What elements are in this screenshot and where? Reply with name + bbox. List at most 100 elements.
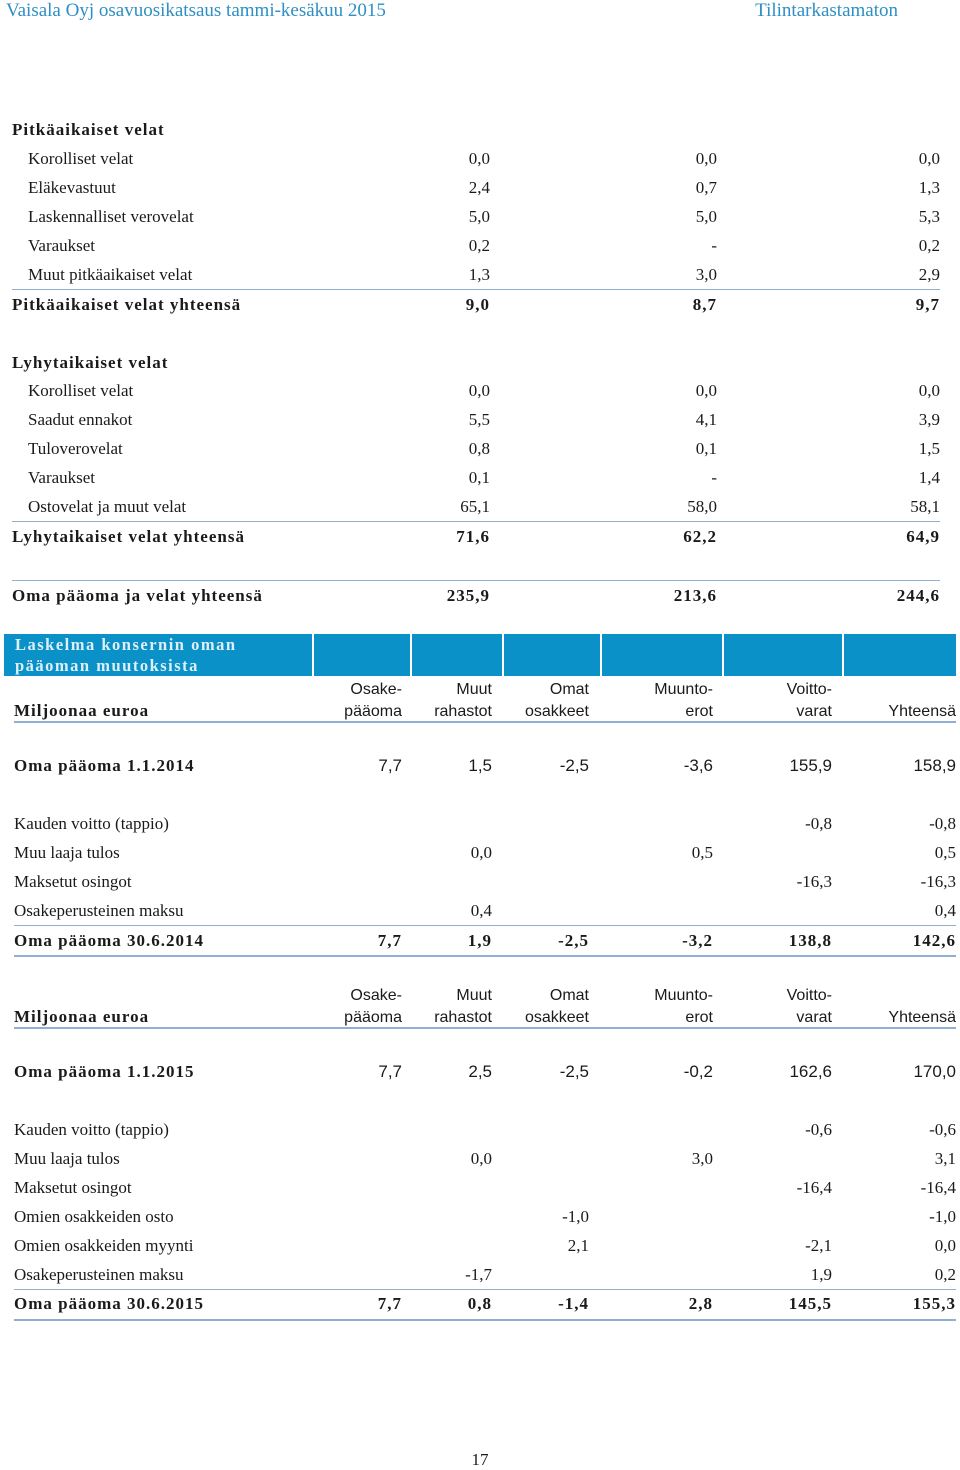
column-divider <box>842 634 844 676</box>
value-cell: 2,8 <box>589 1289 713 1321</box>
table-row: Osakeperusteinen maksu -1,7 1,9 0,2 <box>14 1260 956 1291</box>
column-divider <box>722 634 724 676</box>
column-header: Voitto- <box>786 681 832 698</box>
row-label: Omien osakkeiden myynti <box>14 1235 194 1255</box>
value-cell: -0,8 <box>805 814 832 834</box>
total-value: 64,9 <box>717 521 940 552</box>
value-cell <box>492 896 589 927</box>
table-row: Varaukset 0,1 - 1,4 <box>12 464 940 493</box>
equity-table-2014: Osake- Muut Omat Muunto- Voitto- Miljoon… <box>14 677 956 958</box>
row-label: Omien osakkeiden osto <box>14 1206 174 1226</box>
row-label: Maksetut osingot <box>14 871 132 891</box>
total-label: Pitkäaikaiset velat yhteensä <box>12 289 314 320</box>
value-cell: 58,0 <box>687 497 718 517</box>
table-row: Maksetut osingot -16,4 -16,4 <box>14 1173 956 1202</box>
column-header: Omat <box>549 987 589 1004</box>
row-label: Oma pääoma 30.6.2015 <box>14 1289 314 1321</box>
value-cell: 3,1 <box>934 1149 956 1168</box>
value-cell: -2,5 <box>492 925 589 958</box>
equity-title-line1: Laskelma konsernin oman <box>15 635 237 654</box>
value-cell: 0,8 <box>468 439 491 459</box>
value-cell: -2,5 <box>559 1062 589 1082</box>
row-label: Saadut ennakot <box>28 410 133 430</box>
column-header-row: Miljoonaa euroa pääoma rahastot osakkeet… <box>14 699 956 723</box>
value-cell: -16,3 <box>796 871 832 891</box>
opening-balance-row: Oma pääoma 1.1.2015 7,7 2,5 -2,5 -0,2 16… <box>14 1058 956 1087</box>
value-cell: 1,5 <box>918 439 940 459</box>
row-label: Laskennalliset verovelat <box>28 207 194 227</box>
value-cell <box>589 1202 713 1231</box>
value-cell: 0,0 <box>470 1149 492 1168</box>
value-cell: -0,2 <box>683 1062 713 1082</box>
value-cell: 7,7 <box>378 1062 402 1082</box>
value-cell <box>402 867 492 896</box>
column-header: rahastot <box>402 699 492 723</box>
column-header <box>832 677 956 699</box>
value-cell <box>492 1260 589 1291</box>
value-cell: -1,4 <box>492 1289 589 1321</box>
value-cell <box>314 1260 402 1291</box>
value-cell <box>314 1173 402 1202</box>
value-cell: 0,1 <box>695 439 718 459</box>
value-cell <box>589 896 713 927</box>
value-cell: 1,3 <box>918 178 940 198</box>
section-title: Pitkäaikaiset velat <box>12 120 165 140</box>
value-cell: 1,4 <box>918 468 940 488</box>
table-row: Korolliset velat 0,0 0,0 0,0 <box>12 145 940 174</box>
column-header: pääoma <box>314 699 402 723</box>
table-row: Kauden voitto (tappio) -0,6 -0,6 <box>14 1116 956 1145</box>
row-label: Eläkevastuut <box>28 178 116 198</box>
grand-total-label: Oma pääoma ja velat yhteensä <box>12 580 314 611</box>
value-cell: 0,0 <box>918 149 940 169</box>
column-header: pääoma <box>314 1005 402 1029</box>
value-cell <box>314 1202 402 1231</box>
page-number: 17 <box>471 1450 489 1469</box>
column-header: erot <box>589 1005 713 1029</box>
table-row: Laskennalliset verovelat 5,0 5,0 5,3 <box>12 203 940 232</box>
value-cell: 1,5 <box>468 756 492 776</box>
total-label: Lyhytaikaiset velat yhteensä <box>12 521 314 552</box>
value-cell: 162,6 <box>789 1062 832 1082</box>
row-label: Oma pääoma 1.1.2014 <box>14 756 195 776</box>
value-cell <box>492 1145 589 1174</box>
value-cell: - <box>711 468 718 488</box>
value-cell: 0,0 <box>470 843 492 862</box>
column-header: osakkeet <box>492 699 589 723</box>
column-header: Muunto- <box>654 987 713 1004</box>
value-cell: 0,7 <box>695 178 718 198</box>
column-header: varat <box>713 699 832 723</box>
value-cell: 3,9 <box>918 410 940 430</box>
value-cell <box>492 810 589 839</box>
value-cell: -0,8 <box>929 814 956 834</box>
table-row: Kauden voitto (tappio) -0,8 -0,8 <box>14 810 956 839</box>
value-cell: -3,6 <box>683 756 713 776</box>
value-cell <box>589 1231 713 1260</box>
column-header: Yhteensä <box>832 1005 956 1029</box>
value-cell: 5,0 <box>468 207 491 227</box>
value-cell: 145,5 <box>713 1289 832 1321</box>
table-row: Maksetut osingot -16,3 -16,3 <box>14 867 956 896</box>
total-row: Pitkäaikaiset velat yhteensä 9,0 8,7 9,7 <box>12 289 940 320</box>
row-label: Muu laaja tulos <box>14 1149 120 1168</box>
value-cell: 65,1 <box>460 497 491 517</box>
column-header: Osake- <box>350 681 402 698</box>
spacer-row <box>12 319 940 348</box>
table-row: Varaukset 0,2 - 0,2 <box>12 232 940 261</box>
audit-status: Tilintarkastamaton <box>755 0 898 21</box>
total-value: 8,7 <box>490 289 718 320</box>
row-label: Tuloverovelat <box>28 439 123 459</box>
row-label: Ostovelat ja muut velat <box>28 497 187 517</box>
value-cell <box>314 896 402 927</box>
value-cell: -3,2 <box>589 925 713 958</box>
column-header <box>832 983 956 1005</box>
value-cell: -0,6 <box>929 1120 956 1140</box>
column-header: Voitto- <box>786 987 832 1004</box>
table-row: Muu laaja tulos 0,0 3,0 3,1 <box>14 1145 956 1174</box>
table-row: Omien osakkeiden osto -1,0 -1,0 <box>14 1202 956 1231</box>
value-cell: 2,1 <box>567 1235 589 1255</box>
value-cell: 1,9 <box>713 1260 832 1291</box>
table-row: Omien osakkeiden myynti 2,1 -2,1 0,0 <box>14 1231 956 1260</box>
value-cell <box>492 867 589 896</box>
value-cell <box>492 1116 589 1145</box>
closing-balance-row: Oma pääoma 30.6.2014 7,7 1,9 -2,5 -3,2 1… <box>14 925 956 958</box>
